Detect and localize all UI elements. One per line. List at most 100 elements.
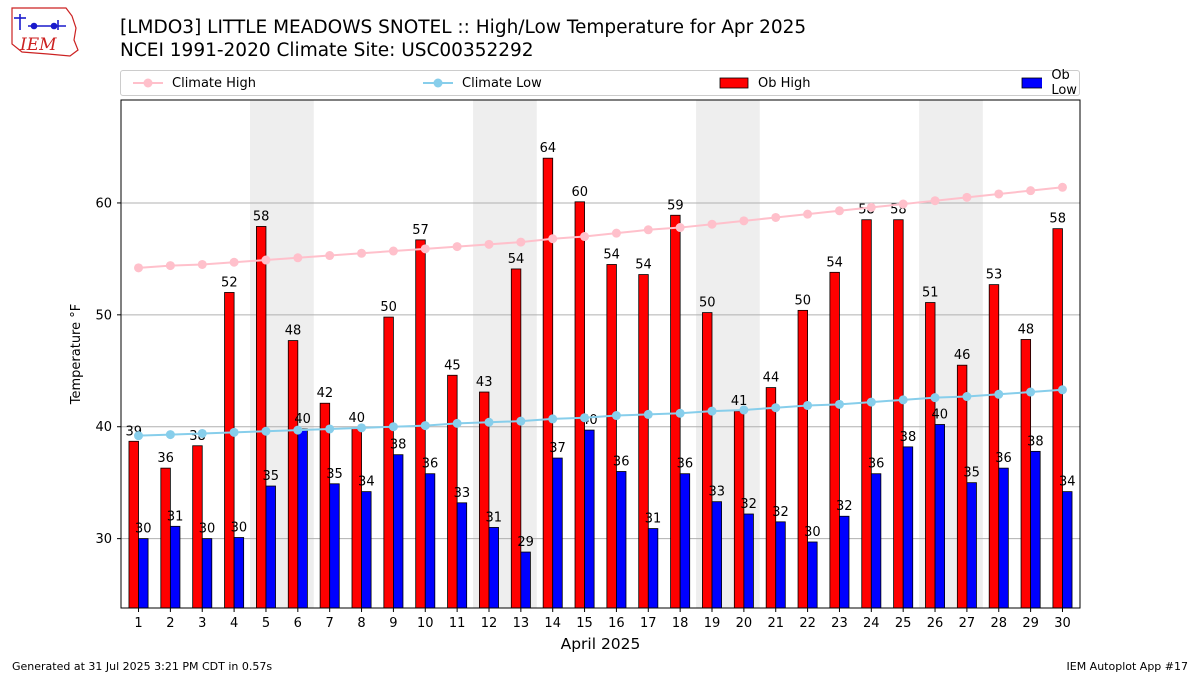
bar-high-9 <box>383 316 394 609</box>
xtick-label-10: 10 <box>417 616 434 631</box>
bar-low-27 <box>966 482 977 609</box>
bar-low-8 <box>361 491 372 609</box>
climate-high-point-6 <box>293 253 303 263</box>
bar-low-29 <box>1030 450 1041 609</box>
label-low-27: 35 <box>963 466 980 481</box>
label-low-8: 34 <box>358 475 375 490</box>
climate-low-point-15 <box>580 413 590 423</box>
label-low-13: 29 <box>517 535 534 550</box>
xtick-label-7: 7 <box>326 616 334 631</box>
bar-high-21 <box>765 387 777 609</box>
bar-high-30 <box>1052 228 1063 609</box>
label-high-4: 52 <box>221 275 238 290</box>
xtick-label-28: 28 <box>990 616 1007 631</box>
bar-low-28 <box>998 467 1009 609</box>
label-low-23: 32 <box>836 499 853 514</box>
xtick-label-9: 9 <box>389 616 397 631</box>
bar-high-6 <box>287 340 299 609</box>
xtick-label-15: 15 <box>576 616 593 631</box>
label-low-28: 36 <box>995 451 1012 466</box>
bar-low-16 <box>616 471 627 609</box>
label-low-1: 30 <box>135 522 152 537</box>
chart-legend: Climate High Climate Low Ob High Ob Low <box>120 68 1080 98</box>
generated-footer: Generated at 31 Jul 2025 3:21 PM CDT in … <box>12 660 273 673</box>
label-low-9: 38 <box>390 438 407 453</box>
bar-high-8 <box>351 427 362 609</box>
bar-high-17 <box>638 274 649 609</box>
legend-item-climate-low: Climate Low <box>423 71 542 95</box>
label-low-20: 32 <box>740 497 757 512</box>
label-low-6: 40 <box>294 412 311 427</box>
legend-label: Ob Low <box>1051 68 1077 98</box>
label-high-17: 54 <box>635 258 652 273</box>
bar-low-5 <box>265 485 276 609</box>
climate-low-point-5 <box>261 426 271 436</box>
xtick-label-23: 23 <box>831 616 848 631</box>
bar-low-3 <box>201 538 213 609</box>
xtick-label-14: 14 <box>544 616 561 631</box>
climate-low-point-12 <box>484 417 494 427</box>
climate-low-point-16 <box>611 411 621 421</box>
climate-low-point-8 <box>357 423 367 433</box>
label-low-30: 34 <box>1059 475 1076 490</box>
bar-low-24 <box>870 473 882 609</box>
label-low-16: 36 <box>613 454 630 469</box>
legend-item-climate-high: Climate High <box>133 71 256 95</box>
climate-low-point-30 <box>1057 385 1067 395</box>
bar-high-2 <box>160 467 171 609</box>
xtick-label-13: 13 <box>513 616 530 631</box>
bar-low-6 <box>297 428 308 609</box>
bar-low-19 <box>711 501 722 609</box>
bar-high-4 <box>224 292 235 609</box>
bar-low-17 <box>647 528 659 609</box>
climate-low-point-3 <box>197 428 207 438</box>
climate-low-point-25 <box>898 395 908 405</box>
xtick-label-29: 29 <box>1022 616 1039 631</box>
xtick-label-20: 20 <box>736 616 753 631</box>
ytick-label-50: 50 <box>95 308 112 323</box>
label-low-22: 30 <box>804 525 821 540</box>
climate-low-point-1 <box>134 431 144 441</box>
climate-low-point-27 <box>962 392 972 402</box>
climate-high-line <box>138 186 1063 269</box>
label-high-14: 64 <box>540 141 557 156</box>
label-low-29: 38 <box>1027 434 1044 449</box>
climate-low-point-26 <box>930 393 940 403</box>
label-high-2: 36 <box>157 451 174 466</box>
xtick-label-22: 22 <box>799 616 816 631</box>
xtick-label-6: 6 <box>294 616 302 631</box>
iem-logo: IEM <box>11 7 79 57</box>
label-high-5: 58 <box>253 209 270 224</box>
label-low-7: 35 <box>326 467 343 482</box>
climate-high-point-1 <box>134 263 144 273</box>
bar-high-24 <box>861 219 872 609</box>
y-axis-label: Temperature °F <box>69 304 84 405</box>
climate-high-point-27 <box>962 192 972 202</box>
xtick-label-16: 16 <box>608 616 625 631</box>
label-high-15: 60 <box>572 185 589 200</box>
bar-low-2 <box>169 525 181 609</box>
climate-low-point-23 <box>834 399 844 409</box>
bar-high-19 <box>702 312 713 609</box>
plot-frame <box>120 99 1081 609</box>
climate-high-point-2 <box>165 261 175 271</box>
bar-low-15 <box>584 429 595 609</box>
climate-low-point-9 <box>388 422 398 432</box>
climate-low-point-19 <box>707 406 717 416</box>
label-high-7: 42 <box>317 386 334 401</box>
xtick-label-26: 26 <box>927 616 944 631</box>
xtick-label-24: 24 <box>863 616 880 631</box>
xtick-label-25: 25 <box>895 616 912 631</box>
climate-low-point-24 <box>866 397 876 407</box>
label-high-8: 40 <box>348 411 365 426</box>
bar-high-23 <box>829 271 840 609</box>
climate-high-point-12 <box>484 239 494 249</box>
xtick-label-12: 12 <box>481 616 498 631</box>
climate-high-point-8 <box>357 248 367 258</box>
app-footer: IEM Autoplot App #17 <box>1066 660 1189 673</box>
chart-title: [LMDO3] LITTLE MEADOWS SNOTEL :: High/Lo… <box>120 17 807 38</box>
label-low-17: 31 <box>645 512 662 527</box>
climate-high-point-24 <box>866 202 876 212</box>
xtick-label-21: 21 <box>767 616 784 631</box>
